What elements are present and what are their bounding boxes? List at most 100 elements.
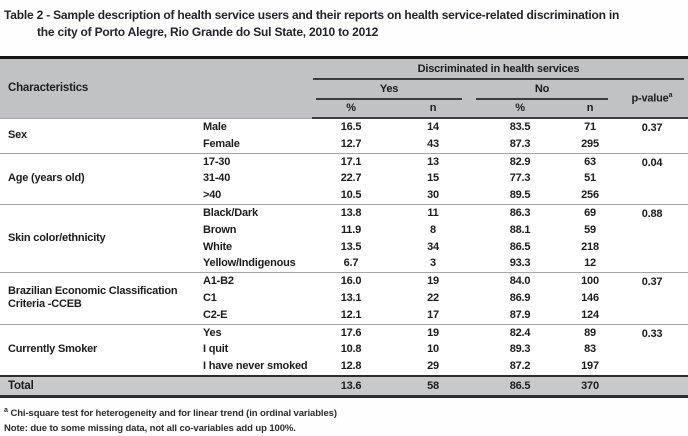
cell-yes-n: 19 (390, 323, 476, 342)
group-label: Sex (0, 117, 200, 154)
cell-no-pct: 82.9 (476, 152, 564, 171)
cell-yes-n: 29 (390, 358, 476, 376)
row-level-label: White (200, 238, 312, 256)
cell-yes-n: 17 (390, 306, 476, 325)
cell-no-n: 59 (564, 221, 616, 239)
table-row: I have never smoked 12.8 29 87.2 197 (0, 358, 688, 376)
group-label: Brazilian Economic Classification Criter… (0, 272, 200, 325)
cell-yes-n: 3 (390, 255, 476, 273)
cell-no-pct: 93.3 (476, 255, 564, 273)
no-n-header: n (564, 100, 616, 119)
table-row: Female 12.7 43 87.3 295 (0, 135, 688, 154)
cell-yes-n: 15 (390, 170, 476, 188)
total-label: Total (0, 374, 312, 399)
table-row: White 13.5 34 86.5 218 (0, 238, 688, 256)
table-body: Sex Male 16.5 14 83.5 71 0.37 Female 12.7 43 87.3 2… (0, 117, 688, 376)
cell-no-n: 124 (564, 306, 616, 325)
cell-yes-pct: 16.5 (312, 117, 390, 136)
footnote-note: Note: due to some missing data, not all … (4, 422, 296, 434)
table-title-line1: Table 2 - Sample description of health s… (4, 8, 620, 22)
table-total-section: Total 13.6 58 86.5 370 (0, 374, 688, 399)
cell-yes-pct: 17.1 (312, 152, 390, 171)
cell-yes-n: 34 (390, 238, 476, 256)
table-row: 31-40 22.7 15 77.3 51 (0, 170, 688, 188)
cell-yes-n: 43 (390, 135, 476, 154)
row-level-label: Brown (200, 221, 312, 239)
cell-yes-pct: 6.7 (312, 255, 390, 273)
cell-yes-n: 19 (390, 272, 476, 290)
cell-no-pct: 88.1 (476, 221, 564, 239)
cell-no-n: 146 (564, 289, 616, 307)
total-yes-pct: 13.6 (312, 374, 390, 399)
table-row: Yellow/Indigenous 6.7 3 93.3 12 (0, 255, 688, 273)
cell-no-n: 89 (564, 323, 616, 342)
group-label: Skin color/ethnicity (0, 203, 200, 273)
table-row: C2-E 12.1 17 87.9 124 (0, 306, 688, 325)
cell-no-n: 69 (564, 203, 616, 222)
yes-pct-header: % (312, 100, 390, 119)
cell-no-pct: 87.3 (476, 135, 564, 154)
row-level-label: Male (200, 117, 312, 136)
table-row: >40 10.5 30 89.5 256 (0, 187, 688, 205)
cell-no-pct: 86.9 (476, 289, 564, 307)
row-level-label: Female (200, 135, 312, 154)
table-row: Currently Smoker Yes 17.6 19 82.4 89 0.33 (0, 323, 688, 376)
cell-no-pct: 86.5 (476, 238, 564, 256)
yes-column-label: Yes (316, 80, 462, 100)
cell-no-n: 12 (564, 255, 616, 273)
cell-yes-pct: 12.7 (312, 135, 390, 154)
discriminated-header-label: Discriminated in health services (313, 59, 684, 80)
cell-yes-pct: 10.8 (312, 341, 390, 359)
cell-no-n: 51 (564, 170, 616, 188)
cell-p-value: 0.04 (616, 152, 688, 205)
cell-yes-n: 10 (390, 341, 476, 359)
cell-yes-n: 14 (390, 117, 476, 136)
row-level-label: Yellow/Indigenous (200, 255, 312, 273)
cell-yes-n: 11 (390, 203, 476, 222)
total-no-n: 370 (564, 374, 616, 399)
no-column-header: No (476, 80, 616, 100)
cell-no-pct: 87.9 (476, 306, 564, 325)
cell-no-pct: 82.4 (476, 323, 564, 342)
footnote-a-text: Chi-square test for heterogeneity and fo… (7, 408, 337, 420)
data-table: Characteristics Discriminated in health … (0, 56, 688, 399)
cell-yes-pct: 12.1 (312, 306, 390, 325)
total-yes-n: 58 (390, 374, 476, 399)
cell-yes-pct: 11.9 (312, 221, 390, 239)
group-label: Age (years old) (0, 152, 200, 205)
p-value-superscript: a (668, 92, 673, 100)
row-level-label: 17-30 (200, 152, 312, 171)
cell-yes-pct: 12.8 (312, 358, 390, 376)
table-row: C1 13.1 22 86.9 146 (0, 289, 688, 307)
cell-no-pct: 83.5 (476, 117, 564, 136)
row-level-label: Yes (200, 323, 312, 342)
footnote-a-superscript: a (4, 407, 8, 415)
cell-no-n: 83 (564, 341, 616, 359)
table-row: Skin color/ethnicity Black/Dark 13.8 11 86.3… (0, 203, 688, 273)
p-value-header-label: p-value (631, 92, 669, 105)
row-level-label: I quit (200, 341, 312, 359)
cell-no-pct: 77.3 (476, 170, 564, 188)
cell-p-value: 0.37 (616, 117, 688, 154)
row-level-label: C2-E (200, 306, 312, 325)
cell-no-pct: 89.3 (476, 341, 564, 359)
total-no-pct: 86.5 (476, 374, 564, 399)
cell-no-n: 63 (564, 152, 616, 171)
row-level-label: C1 (200, 289, 312, 307)
cell-yes-pct: 16.0 (312, 272, 390, 290)
total-row: Total 13.6 58 86.5 370 (0, 374, 688, 399)
table-title: Table 2 - Sample description of health s… (0, 0, 688, 41)
row-level-label: Black/Dark (200, 203, 312, 222)
cell-no-n: 256 (564, 187, 616, 205)
cell-yes-n: 13 (390, 152, 476, 171)
cell-yes-pct: 22.7 (312, 170, 390, 188)
cell-yes-pct: 13.5 (312, 238, 390, 256)
cell-no-pct: 86.3 (476, 203, 564, 222)
cell-p-value: 0.88 (616, 203, 688, 273)
row-level-label: I have never smoked (200, 358, 312, 376)
table-row: Sex Male 16.5 14 83.5 71 0.37 (0, 117, 688, 154)
cell-no-n: 100 (564, 272, 616, 290)
cell-no-n: 218 (564, 238, 616, 256)
table-row: Brazilian Economic Classification Criter… (0, 272, 688, 325)
cell-yes-n: 30 (390, 187, 476, 205)
